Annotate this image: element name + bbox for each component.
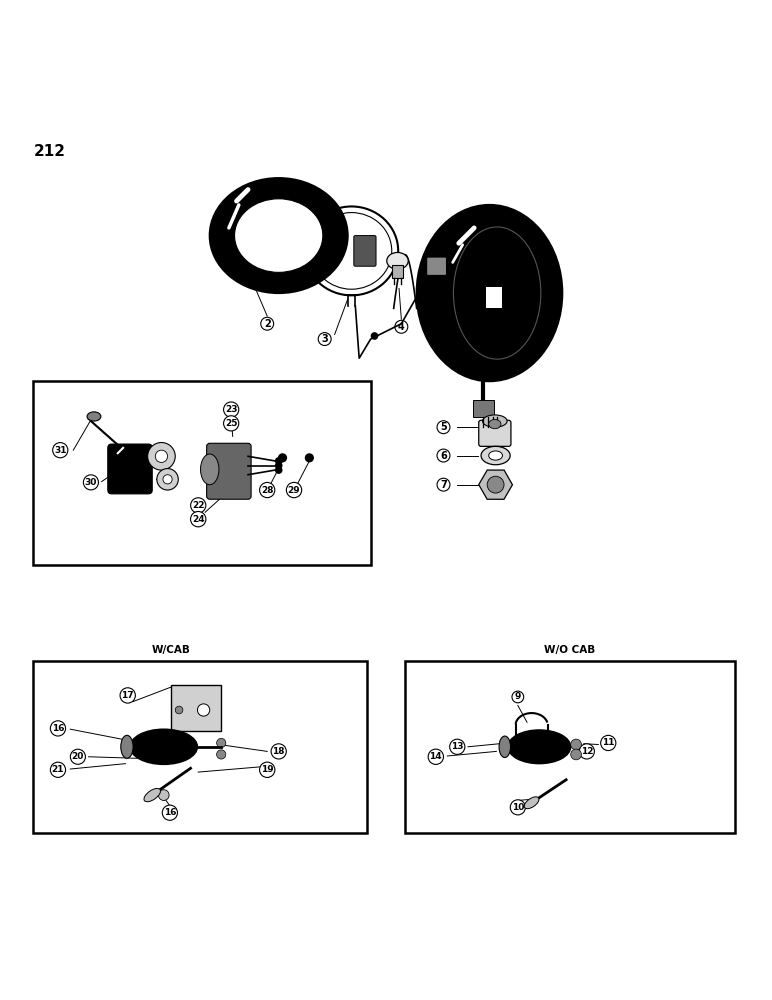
Circle shape xyxy=(275,457,283,465)
FancyBboxPatch shape xyxy=(171,685,222,731)
Circle shape xyxy=(571,749,581,760)
Ellipse shape xyxy=(489,451,503,460)
Ellipse shape xyxy=(87,412,101,421)
FancyBboxPatch shape xyxy=(108,444,152,494)
Ellipse shape xyxy=(482,415,507,427)
Text: 2: 2 xyxy=(264,319,270,329)
Ellipse shape xyxy=(201,454,219,485)
FancyBboxPatch shape xyxy=(354,236,376,266)
FancyBboxPatch shape xyxy=(486,287,503,308)
Ellipse shape xyxy=(489,420,501,429)
Text: 20: 20 xyxy=(72,752,84,761)
Text: 22: 22 xyxy=(192,501,205,510)
Text: 5: 5 xyxy=(440,422,447,432)
Text: W/CAB: W/CAB xyxy=(152,645,191,655)
Ellipse shape xyxy=(210,178,347,293)
Text: 21: 21 xyxy=(52,765,64,774)
Ellipse shape xyxy=(387,252,408,269)
Text: 16: 16 xyxy=(52,724,64,733)
Circle shape xyxy=(275,466,283,474)
Ellipse shape xyxy=(499,736,510,758)
Text: 30: 30 xyxy=(85,478,97,487)
Text: 19: 19 xyxy=(261,765,273,774)
Text: 16: 16 xyxy=(164,808,176,817)
Circle shape xyxy=(175,706,183,714)
Text: 23: 23 xyxy=(225,405,238,414)
Text: 29: 29 xyxy=(288,486,300,495)
Text: 26: 26 xyxy=(137,475,149,484)
Ellipse shape xyxy=(417,205,562,381)
FancyBboxPatch shape xyxy=(392,265,403,278)
Text: 31: 31 xyxy=(54,446,66,455)
Text: 13: 13 xyxy=(451,742,463,751)
Ellipse shape xyxy=(481,446,510,465)
Text: 28: 28 xyxy=(261,486,273,495)
Circle shape xyxy=(158,790,169,800)
Text: 10: 10 xyxy=(512,803,524,812)
Ellipse shape xyxy=(524,797,539,809)
Circle shape xyxy=(571,739,581,750)
FancyBboxPatch shape xyxy=(479,420,511,446)
Circle shape xyxy=(147,443,175,470)
Circle shape xyxy=(278,453,287,462)
Text: 7: 7 xyxy=(440,480,447,490)
Circle shape xyxy=(487,476,504,493)
Text: 3: 3 xyxy=(321,334,328,344)
Circle shape xyxy=(198,704,210,716)
Text: 17: 17 xyxy=(121,691,134,700)
Text: 27: 27 xyxy=(133,452,145,461)
FancyBboxPatch shape xyxy=(472,400,494,417)
Circle shape xyxy=(275,462,283,469)
Ellipse shape xyxy=(130,729,198,764)
FancyBboxPatch shape xyxy=(207,443,251,499)
Circle shape xyxy=(157,469,178,490)
FancyBboxPatch shape xyxy=(427,257,446,275)
Ellipse shape xyxy=(144,788,161,802)
Circle shape xyxy=(217,738,226,748)
Text: 4: 4 xyxy=(398,322,405,332)
Text: 14: 14 xyxy=(429,752,442,761)
Ellipse shape xyxy=(235,199,323,272)
Text: 24: 24 xyxy=(192,515,205,524)
Text: 12: 12 xyxy=(581,747,593,756)
Circle shape xyxy=(163,475,172,484)
Ellipse shape xyxy=(508,730,571,764)
Circle shape xyxy=(217,750,226,759)
Circle shape xyxy=(371,332,378,340)
Text: 212: 212 xyxy=(33,144,66,159)
Circle shape xyxy=(305,453,314,462)
Text: 9: 9 xyxy=(515,692,521,701)
Circle shape xyxy=(155,450,168,462)
Text: 18: 18 xyxy=(273,747,285,756)
Text: W/O CAB: W/O CAB xyxy=(544,645,595,655)
Ellipse shape xyxy=(120,735,133,758)
Text: 6: 6 xyxy=(440,451,447,461)
Text: 25: 25 xyxy=(225,419,238,428)
Text: 11: 11 xyxy=(602,738,615,747)
